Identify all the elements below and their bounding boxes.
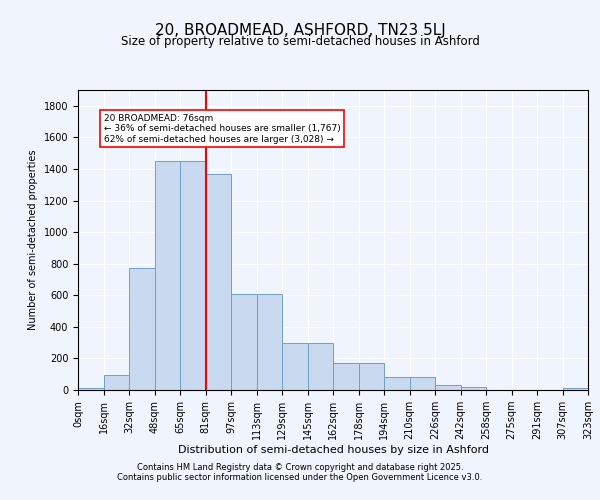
Bar	[205, 174, 231, 390]
Text: Contains HM Land Registry data © Crown copyright and database right 2025.: Contains HM Land Registry data © Crown c…	[137, 462, 463, 471]
Bar	[104, 375, 129, 390]
Bar	[563, 388, 588, 390]
Bar	[129, 268, 155, 390]
Bar	[435, 386, 461, 390]
Bar	[231, 294, 257, 390]
X-axis label: Distribution of semi-detached houses by size in Ashford: Distribution of semi-detached houses by …	[178, 445, 488, 455]
Y-axis label: Number of semi-detached properties: Number of semi-detached properties	[28, 150, 38, 330]
Bar	[180, 161, 205, 390]
Bar	[257, 294, 282, 390]
Text: Size of property relative to semi-detached houses in Ashford: Size of property relative to semi-detach…	[121, 35, 479, 48]
Bar	[78, 388, 104, 390]
Bar	[359, 363, 384, 390]
Bar	[155, 161, 180, 390]
Text: Contains public sector information licensed under the Open Government Licence v3: Contains public sector information licen…	[118, 472, 482, 482]
Bar	[461, 387, 486, 390]
Bar	[282, 342, 308, 390]
Bar	[409, 378, 435, 390]
Text: 20, BROADMEAD, ASHFORD, TN23 5LJ: 20, BROADMEAD, ASHFORD, TN23 5LJ	[155, 22, 445, 38]
Bar	[333, 363, 359, 390]
Bar	[308, 344, 333, 390]
Text: 20 BROADMEAD: 76sqm
← 36% of semi-detached houses are smaller (1,767)
62% of sem: 20 BROADMEAD: 76sqm ← 36% of semi-detach…	[104, 114, 340, 144]
Bar	[384, 378, 409, 390]
